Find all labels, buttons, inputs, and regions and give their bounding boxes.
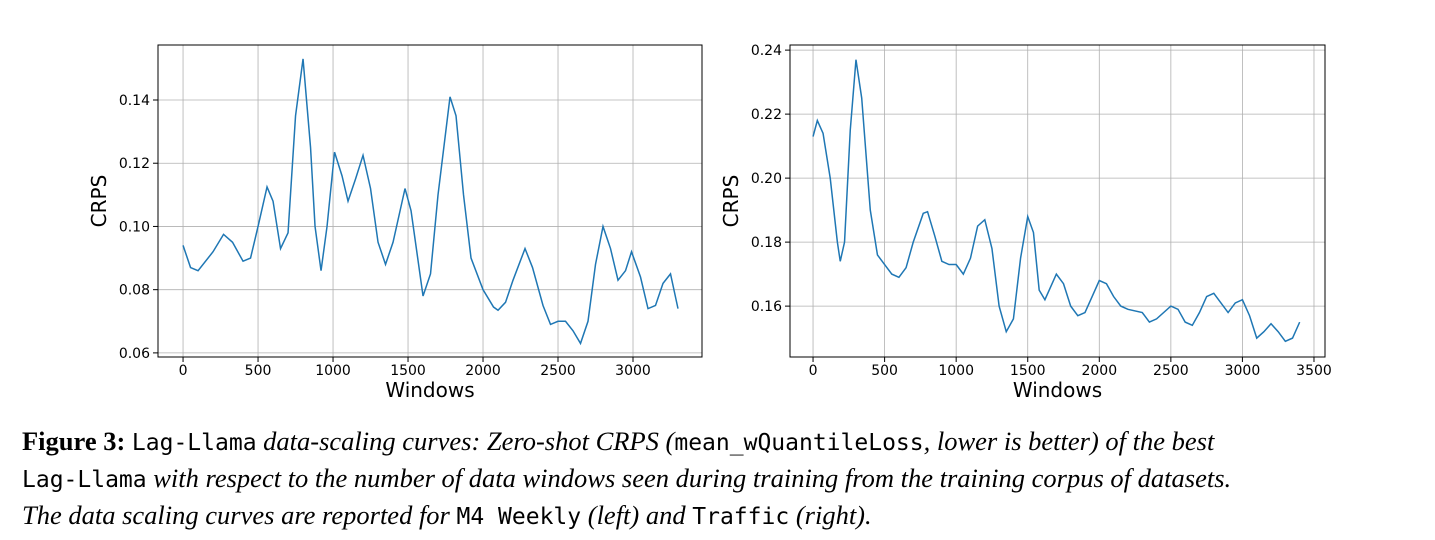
y-tick-label: 0.20 bbox=[751, 171, 782, 187]
y-tick-label: 0.08 bbox=[119, 283, 150, 299]
caption-code: Lag-Llama bbox=[22, 467, 147, 493]
figure-label: Figure 3: bbox=[22, 426, 126, 456]
x-tick-label: 2000 bbox=[465, 363, 501, 379]
y-tick-label: 0.06 bbox=[119, 346, 150, 362]
caption-text: with respect to the number of data windo… bbox=[146, 463, 1232, 493]
x-tick-label: 0 bbox=[179, 363, 188, 379]
data-line bbox=[182, 58, 679, 346]
x-tick-label: 1000 bbox=[938, 363, 974, 379]
y-tick-label: 0.18 bbox=[751, 235, 782, 251]
caption: Figure 3: Lag-Llama data-scaling curves:… bbox=[22, 424, 1427, 535]
caption-text bbox=[125, 426, 132, 456]
x-tick-label: 1500 bbox=[390, 363, 426, 379]
caption-line: The data scaling curves are reported for… bbox=[22, 498, 1427, 535]
x-tick-label: 3000 bbox=[615, 363, 651, 379]
caption-text: The data scaling curves are reported for bbox=[22, 500, 457, 530]
plot-frame bbox=[157, 44, 703, 358]
y-tick-label: 0.22 bbox=[751, 107, 782, 123]
caption-text: (left) and bbox=[581, 500, 693, 530]
caption-code: Traffic bbox=[692, 504, 790, 530]
x-tick-label: 3000 bbox=[1225, 363, 1261, 379]
x-axis-label: Windows bbox=[1013, 378, 1102, 402]
caption-code: mean_wQuantileLoss bbox=[674, 430, 924, 456]
x-tick-label: 0 bbox=[809, 363, 818, 379]
y-tick-label: 0.14 bbox=[119, 93, 150, 109]
caption-line: Figure 3: Lag-Llama data-scaling curves:… bbox=[22, 424, 1427, 461]
x-tick-label: 2000 bbox=[1081, 363, 1117, 379]
caption-text: data-scaling curves: Zero-shot CRPS ( bbox=[256, 426, 675, 456]
y-tick-label: 0.10 bbox=[119, 219, 150, 235]
x-tick-label: 2500 bbox=[1153, 363, 1189, 379]
x-tick-label: 500 bbox=[245, 363, 272, 379]
x-tick-label: 1000 bbox=[315, 363, 351, 379]
y-axis-label: CRPS bbox=[719, 175, 743, 228]
data-line bbox=[812, 59, 1301, 343]
caption-code: M4 Weekly bbox=[456, 504, 582, 530]
plot-frame bbox=[789, 44, 1326, 358]
x-tick-label: 500 bbox=[871, 363, 898, 379]
x-tick-label: 1500 bbox=[1010, 363, 1046, 379]
x-tick-label: 3500 bbox=[1296, 363, 1332, 379]
caption-text: (right). bbox=[789, 500, 872, 530]
caption-line: Lag-Llama with respect to the number of … bbox=[22, 461, 1427, 498]
x-tick-label: 2500 bbox=[540, 363, 576, 379]
y-tick-label: 0.12 bbox=[119, 156, 150, 172]
caption-code: Lag-Llama bbox=[131, 430, 257, 456]
figure: 0 500 1000 1500 2000 2500 3000 0.06 0.08 0.10 0.12… bbox=[87, 43, 1332, 402]
plot-area bbox=[790, 45, 1325, 357]
x-axis-label: Windows bbox=[385, 378, 474, 402]
y-tick-label: 0.16 bbox=[751, 299, 782, 315]
y-axis-label: CRPS bbox=[87, 175, 111, 228]
plot-area bbox=[158, 45, 702, 357]
y-tick-label: 0.24 bbox=[751, 43, 782, 59]
caption-text: , lower is better) of the best bbox=[923, 426, 1215, 456]
